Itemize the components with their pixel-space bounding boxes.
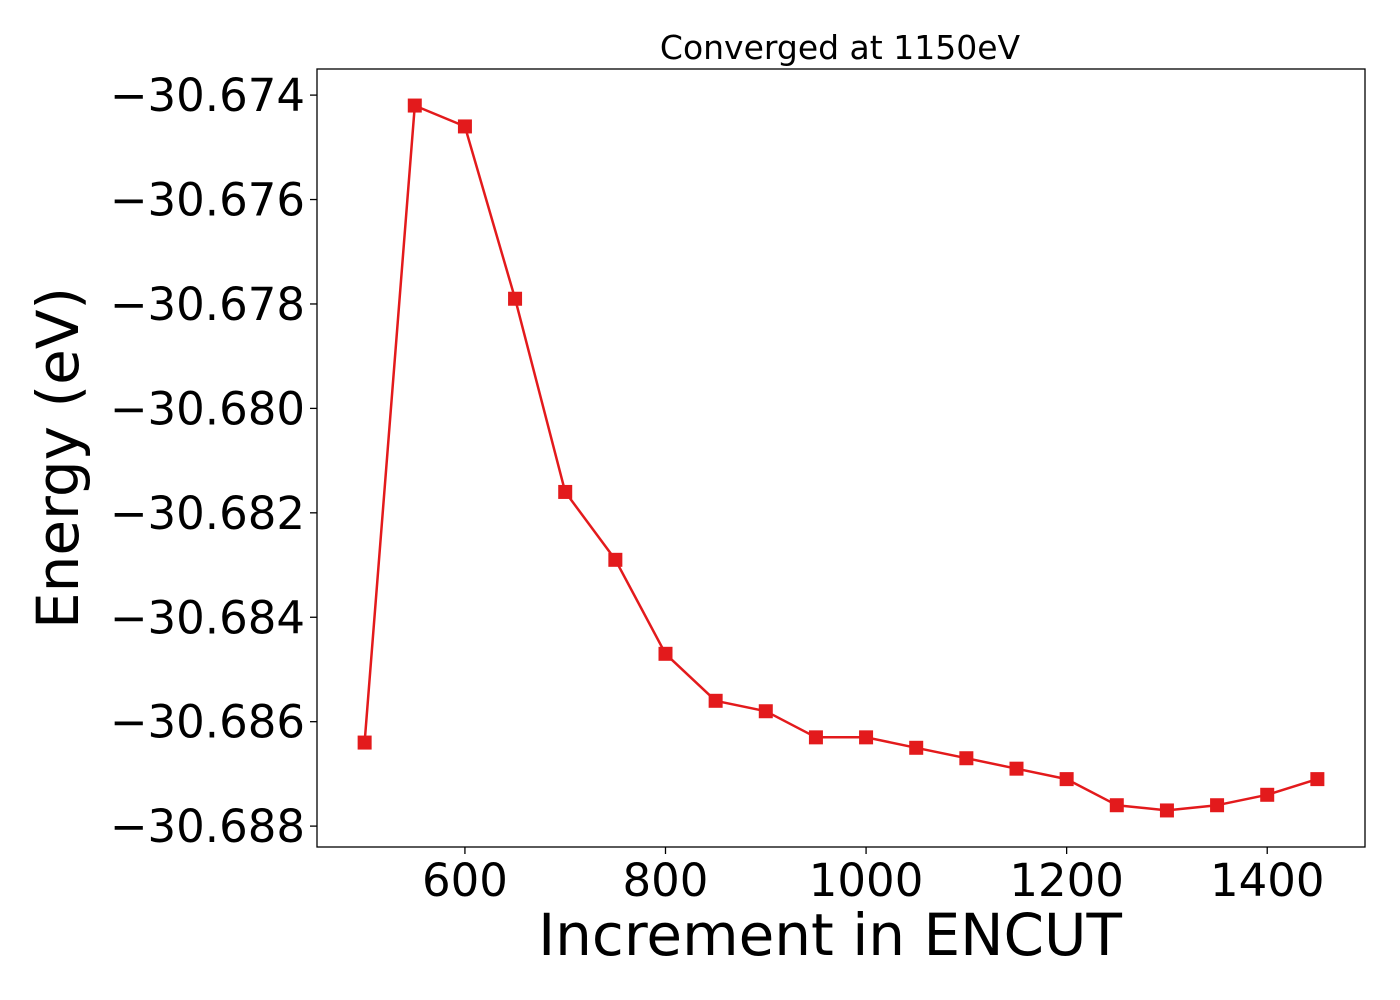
- data-point: [1009, 761, 1024, 776]
- data-point: [1260, 787, 1275, 802]
- x-tick-label: 600: [422, 854, 508, 907]
- x-tick-label: 1400: [1210, 854, 1325, 907]
- data-point: [708, 693, 723, 708]
- y-axis-ticks: −30.674 −30.676 −30.678 −30.680 −30.682 −30.6…: [110, 69, 317, 853]
- data-point: [608, 552, 623, 567]
- data-point: [909, 740, 924, 755]
- y-tick-label: −30.676: [110, 174, 305, 227]
- data-point: [859, 730, 874, 745]
- y-tick-label: −30.684: [110, 591, 305, 644]
- plot-frame: [316, 68, 1366, 848]
- data-point: [1109, 798, 1124, 813]
- x-tick-label: 800: [623, 854, 709, 907]
- data-point: [758, 704, 773, 719]
- data-point: [959, 751, 974, 766]
- y-tick-label: −30.680: [110, 382, 305, 435]
- data-point: [1159, 803, 1174, 818]
- data-point: [357, 735, 372, 750]
- y-tick-label: −30.674: [110, 69, 305, 122]
- chart-title: Converged at 1150eV: [660, 28, 1021, 67]
- series-line: [363, 104, 1318, 812]
- data-point: [1210, 798, 1225, 813]
- y-tick-label: −30.678: [110, 278, 305, 331]
- data-point: [658, 646, 673, 661]
- data-point: [1310, 772, 1325, 787]
- data-point: [457, 119, 472, 134]
- x-axis-title: Increment in ENCUT: [538, 901, 1122, 969]
- x-axis-ticks: 600 800 1000 1200 1400: [422, 847, 1325, 907]
- y-tick-label: −30.688: [110, 800, 305, 853]
- y-axis-title: Energy (eV): [24, 287, 92, 629]
- series-layer: [357, 98, 1325, 818]
- x-tick-label: 1200: [1009, 854, 1124, 907]
- plot-area: −30.674 −30.676 −30.678 −30.680 −30.682 −30.6…: [110, 68, 1366, 907]
- x-tick-label: 1000: [809, 854, 924, 907]
- data-point: [558, 484, 573, 499]
- y-tick-label: −30.686: [110, 696, 305, 749]
- y-tick-label: −30.682: [110, 487, 305, 540]
- data-point: [808, 730, 823, 745]
- data-point: [1059, 772, 1074, 787]
- data-point: [407, 98, 422, 113]
- data-point: [508, 291, 523, 306]
